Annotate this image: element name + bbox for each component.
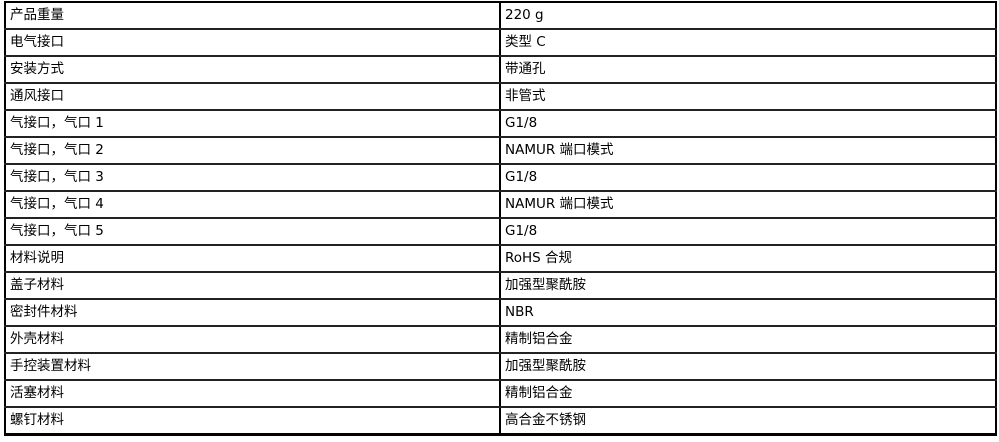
spec-label: 电气接口 [4,28,501,57]
spec-label: 盖子材料 [4,271,501,300]
table-row: 安装方式 带通孔 [4,55,997,84]
spec-value: 220 g [499,1,997,30]
spec-label: 气接口，气口 5 [4,217,501,246]
spec-value: 高合金不锈钢 [499,406,997,436]
spec-value: 加强型聚酰胺 [499,271,997,300]
spec-label: 手控装置材料 [4,352,501,381]
table-row: 气接口，气口 1 G1/8 [4,109,997,138]
table-row: 螺钉材料 高合金不锈钢 [4,406,997,436]
table-row: 通风接口 非管式 [4,82,997,111]
spec-label: 活塞材料 [4,379,501,408]
spec-label: 产品重量 [4,1,501,30]
spec-value: 非管式 [499,82,997,111]
table-row: 密封件材料 NBR [4,298,997,327]
spec-value: 加强型聚酰胺 [499,352,997,381]
table-row: 气接口，气口 4 NAMUR 端口模式 [4,190,997,219]
table-row: 气接口，气口 3 G1/8 [4,163,997,192]
spec-value: NAMUR 端口模式 [499,190,997,219]
spec-value: NAMUR 端口模式 [499,136,997,165]
table-row: 气接口，气口 5 G1/8 [4,217,997,246]
spec-value: G1/8 [499,217,997,246]
spec-label: 安装方式 [4,55,501,84]
spec-label: 气接口，气口 2 [4,136,501,165]
spec-label: 通风接口 [4,82,501,111]
spec-value: 精制铝合金 [499,379,997,408]
spec-label: 材料说明 [4,244,501,273]
spec-value: RoHS 合规 [499,244,997,273]
spec-label: 螺钉材料 [4,406,501,436]
table-row: 盖子材料 加强型聚酰胺 [4,271,997,300]
spec-value: 带通孔 [499,55,997,84]
table-row: 电气接口 类型 C [4,28,997,57]
spec-label: 外壳材料 [4,325,501,354]
spec-label: 密封件材料 [4,298,501,327]
spec-value: G1/8 [499,109,997,138]
spec-label: 气接口，气口 3 [4,163,501,192]
table-row: 产品重量 220 g [4,1,997,30]
spec-label: 气接口，气口 4 [4,190,501,219]
spec-value: NBR [499,298,997,327]
spec-value: 精制铝合金 [499,325,997,354]
spec-value: 类型 C [499,28,997,57]
table-row: 活塞材料 精制铝合金 [4,379,997,408]
table-row: 手控装置材料 加强型聚酰胺 [4,352,997,381]
table-row: 材料说明 RoHS 合规 [4,244,997,273]
table-row: 外壳材料 精制铝合金 [4,325,997,354]
table-row: 气接口，气口 2 NAMUR 端口模式 [4,136,997,165]
spec-label: 气接口，气口 1 [4,109,501,138]
spec-value: G1/8 [499,163,997,192]
